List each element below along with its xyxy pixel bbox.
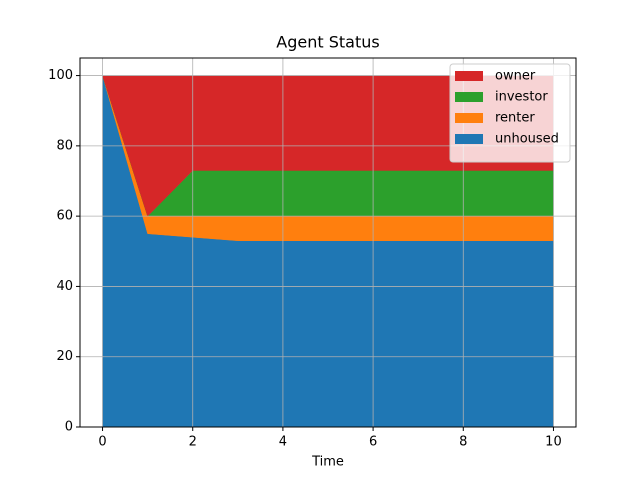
legend-swatch xyxy=(455,92,483,102)
y-tick-label: 100 xyxy=(48,68,73,83)
y-tick-label: 0 xyxy=(65,420,73,435)
legend-label: investor xyxy=(495,90,548,105)
x-tick-label: 10 xyxy=(545,435,562,450)
x-tick-label: 0 xyxy=(98,435,106,450)
x-tick-label: 4 xyxy=(279,435,287,450)
x-tick-label: 6 xyxy=(369,435,377,450)
legend-swatch xyxy=(455,71,483,81)
legend-label: unhoused xyxy=(495,132,559,147)
y-tick-label: 20 xyxy=(56,349,73,364)
chart-title: Agent Status xyxy=(276,33,379,52)
legend-swatch xyxy=(455,113,483,123)
x-axis-label: Time xyxy=(311,455,344,470)
x-tick-label: 8 xyxy=(459,435,467,450)
legend: owner investor renter unhoused xyxy=(449,63,571,163)
y-tick-label: 80 xyxy=(56,138,73,153)
y-tick-label: 40 xyxy=(56,279,73,294)
legend-swatch xyxy=(455,134,483,144)
legend-label: renter xyxy=(495,111,535,126)
y-tick-label: 60 xyxy=(56,209,73,224)
plot-frame xyxy=(79,57,577,428)
legend-label: owner xyxy=(495,69,536,84)
x-tick-label: 2 xyxy=(189,435,197,450)
